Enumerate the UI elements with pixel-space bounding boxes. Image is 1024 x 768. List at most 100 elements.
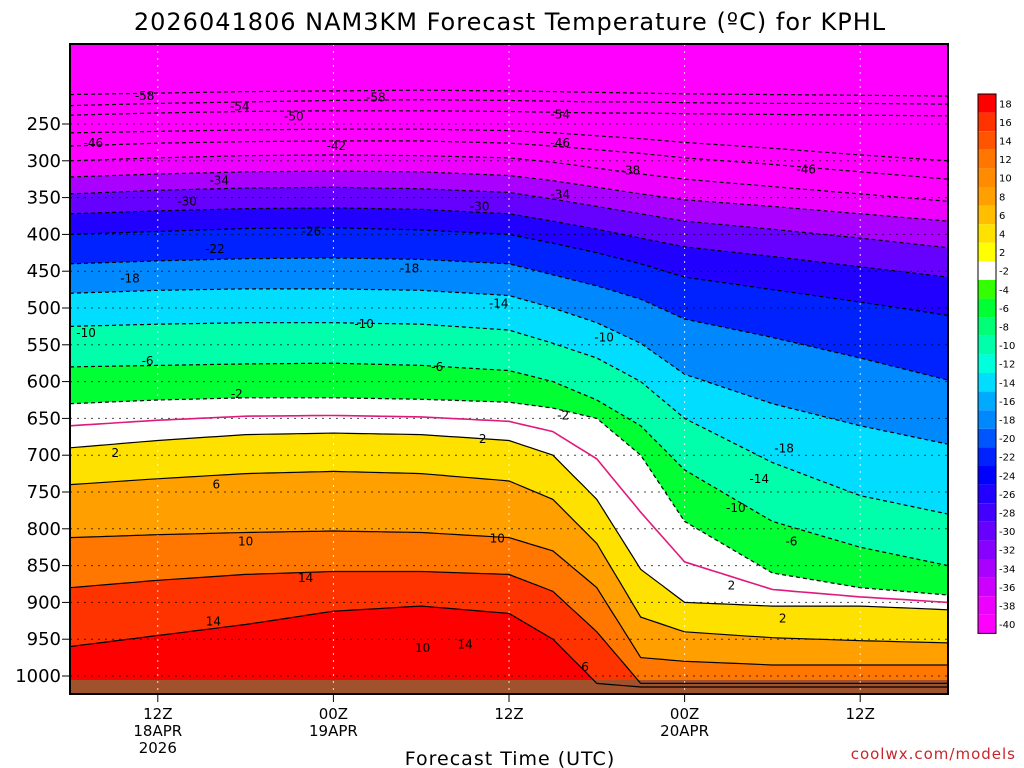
colorbar-label: -20 [999, 434, 1015, 445]
y-tick-label: 500 [27, 298, 61, 319]
y-tick-label: 750 [27, 482, 61, 503]
isotherm-line [70, 605, 948, 688]
y-tick-label: 350 [27, 188, 61, 209]
contour-label: -26 [302, 224, 322, 238]
colorbar-label: -18 [999, 416, 1015, 427]
x-axis-label: Forecast Time (UTC) [405, 748, 615, 768]
colorbar-label: 4 [999, 230, 1005, 241]
x-tick-label: 2026 [139, 739, 177, 757]
colorbar-swatch [978, 205, 996, 225]
contour-label: -38 [621, 163, 641, 177]
x-tick-label: 12Z [846, 705, 875, 723]
colorbar-swatch [978, 391, 996, 411]
y-tick-label: 550 [27, 335, 61, 356]
y-tick-label: 400 [27, 224, 61, 245]
band-fill [70, 606, 948, 694]
contour-label: 2 [728, 578, 736, 592]
contour-label: -46 [84, 136, 104, 150]
colorbar-label: 10 [999, 174, 1012, 185]
colorbar-swatch [978, 354, 996, 373]
colorbar-label: -38 [999, 602, 1015, 613]
colorbar-swatch [978, 242, 996, 262]
y-tick-label: 900 [27, 592, 61, 613]
y-tick-label: 600 [27, 372, 61, 393]
colorbar-swatch [978, 224, 996, 243]
colorbar-label: -2 [999, 267, 1009, 278]
isotherm-line [70, 470, 948, 644]
contour-label: 14 [457, 637, 472, 651]
colorbar-label: -4 [999, 285, 1009, 296]
colorbar-swatch [978, 280, 996, 299]
colorbar-label: -14 [999, 378, 1015, 389]
y-tick-label: 700 [27, 445, 61, 466]
colorbar-swatch [978, 428, 996, 448]
contour-label: 2 [779, 612, 787, 626]
isotherm-line [70, 570, 948, 684]
contour-label: -50 [284, 110, 304, 124]
x-tick-label: 00Z [319, 705, 348, 723]
contour-label: -6 [785, 534, 797, 548]
y-tick-label: 650 [27, 408, 61, 429]
colorbar-label: -22 [999, 453, 1015, 464]
contour-label: -46 [550, 136, 570, 150]
contour-label: -10 [354, 317, 374, 331]
colorbar-swatch [978, 540, 996, 559]
colorbar-swatch [978, 614, 996, 634]
x-tick-label: 19APR [309, 722, 358, 740]
colorbar-label: -6 [999, 304, 1009, 315]
contour-label: -10 [76, 326, 96, 340]
contour-label: 10 [415, 641, 430, 655]
isotherm-line [70, 432, 948, 611]
contour-label: -6 [142, 354, 154, 368]
colorbar-label: -32 [999, 546, 1015, 557]
isotherm-line [70, 288, 948, 445]
contour-label: -34 [550, 188, 570, 202]
contour-label: 14 [298, 571, 313, 585]
colorbar-label: -36 [999, 583, 1015, 594]
colorbar-label: 2 [999, 248, 1005, 259]
contour-label: -58 [135, 89, 155, 103]
colorbar-swatch [978, 335, 996, 355]
colorbar-label: -24 [999, 471, 1015, 482]
chart-title: 2026041806 NAM3KM Forecast Temperature (… [134, 8, 886, 36]
contour-label: -22 [205, 242, 225, 256]
contour-label: -18 [774, 442, 794, 456]
colorbar-label: 12 [999, 155, 1012, 166]
colorbar-label: -26 [999, 490, 1015, 501]
contour-label: -18 [120, 272, 140, 286]
colorbar-swatch [978, 317, 996, 336]
contour-label: 10 [238, 534, 253, 548]
credit-link[interactable]: coolwx.com/models [851, 745, 1016, 763]
y-tick-label: 850 [27, 556, 61, 577]
colorbar-swatch [978, 484, 996, 504]
isotherm-line [70, 89, 948, 97]
contour-label: -14 [489, 297, 509, 311]
colorbar-label: 6 [999, 211, 1005, 222]
contour-label: -46 [796, 163, 816, 177]
isotherm-line [70, 257, 948, 381]
colorbar-swatch [978, 187, 996, 206]
colorbar-label: -34 [999, 564, 1015, 575]
colorbar-swatch [978, 373, 996, 392]
contour-label: -14 [749, 472, 769, 486]
colorbar: 18 16 14 12 10 8 6 4 2 -2 -4 -6 -8 -10 -12 -14 -16 -18 -20… [977, 93, 1015, 634]
contour-label: -2 [557, 408, 569, 422]
contour-label: -6 [431, 360, 443, 374]
contour-label: 14 [206, 615, 221, 629]
colorbar-label: -8 [999, 323, 1009, 334]
colorbar-swatch [978, 131, 996, 150]
contour-label: -2 [231, 387, 243, 401]
colorbar-swatch [978, 168, 996, 187]
y-tick-label: 300 [27, 151, 61, 172]
colorbar-swatch [978, 521, 996, 541]
isotherm-line [70, 110, 948, 117]
isotherm-line [70, 362, 948, 567]
colorbar-label: 16 [999, 118, 1012, 129]
contour-label: -54 [550, 107, 570, 121]
colorbar-swatch [978, 410, 996, 429]
colorbar-swatch [978, 298, 996, 318]
colorbar-label: 8 [999, 192, 1005, 203]
colorbar-swatch [978, 559, 996, 578]
isotherm-line [70, 207, 948, 278]
contour-label: 6 [213, 478, 221, 492]
